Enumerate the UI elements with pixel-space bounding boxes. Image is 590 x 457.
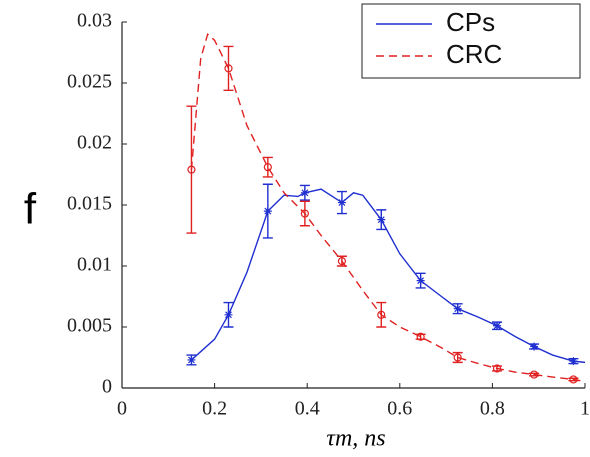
y-axis-label: f	[24, 185, 37, 234]
marker	[529, 370, 539, 379]
marker	[263, 163, 272, 172]
error-bar	[415, 333, 426, 340]
error-bar	[186, 105, 197, 234]
marker	[453, 353, 462, 362]
y-tick-label: 0.025	[67, 71, 112, 93]
marker	[337, 198, 346, 207]
marker	[530, 342, 539, 351]
marker	[224, 310, 233, 319]
x-tick-label: 0.2	[202, 398, 227, 420]
marker	[337, 257, 347, 266]
legend-box	[361, 3, 581, 79]
x-tick-label: 1	[580, 398, 590, 420]
legend-label: CRC	[446, 39, 502, 69]
y-tick-label: 0.015	[67, 193, 112, 215]
legend-label: CPs	[446, 7, 495, 37]
y-tick-label: 0.03	[77, 10, 112, 32]
y-tick-label: 0.01	[77, 254, 112, 276]
y-tick-label: 0.005	[67, 315, 112, 337]
marker	[263, 207, 272, 216]
y-tick-label: 0	[102, 376, 112, 398]
error-bar	[299, 200, 310, 227]
marker	[453, 304, 462, 313]
y-tick-label: 0.02	[77, 132, 112, 154]
marker	[187, 355, 196, 364]
x-axis-label: τm, ns	[326, 426, 385, 452]
marker	[492, 364, 502, 373]
error-bar	[376, 301, 387, 328]
marker	[416, 276, 425, 285]
x-tick-label: 0.4	[295, 398, 320, 420]
marker	[377, 215, 386, 224]
series-line	[190, 32, 581, 382]
marker	[377, 310, 386, 319]
marker	[493, 321, 502, 330]
marker	[300, 209, 309, 218]
error-bar	[223, 45, 234, 92]
marker	[224, 64, 233, 73]
series-line	[190, 188, 586, 364]
x-tick-label: 0	[117, 398, 127, 420]
marker	[187, 165, 196, 174]
error-bar	[262, 156, 273, 178]
marker	[300, 188, 309, 197]
marker	[569, 357, 578, 366]
marker	[416, 332, 425, 341]
error-bar	[492, 365, 503, 372]
x-tick-label: 0.8	[480, 398, 505, 420]
x-tick-label: 0.6	[387, 398, 412, 420]
marker	[569, 375, 578, 384]
